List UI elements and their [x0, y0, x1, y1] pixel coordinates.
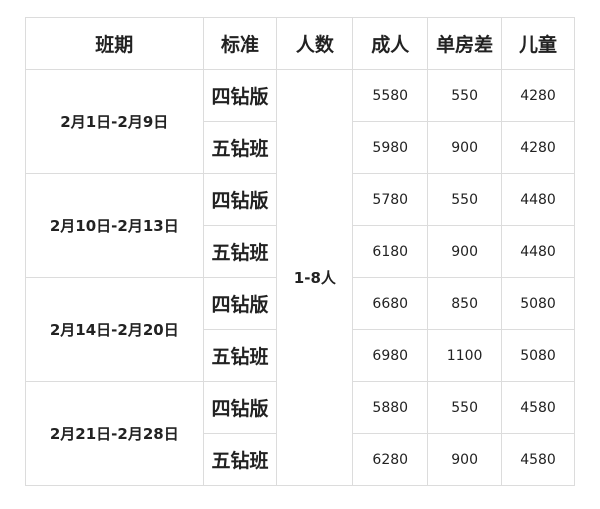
child-price-cell: 4580 [501, 433, 575, 486]
header-adult: 成人 [352, 17, 429, 70]
standard-cell: 五钻班 [202, 329, 278, 382]
standard-cell: 四钻版 [202, 173, 278, 226]
adult-price-cell: 5880 [352, 381, 429, 434]
single-supplement-cell: 550 [427, 173, 503, 226]
child-price-cell: 5080 [501, 329, 575, 382]
table-row: 五钻班 5980 900 4280 [26, 121, 575, 174]
standard-cell: 五钻班 [202, 225, 278, 278]
people-cell: 1-8人 [276, 69, 354, 486]
child-price-cell: 4480 [501, 225, 575, 278]
adult-price-cell: 6280 [352, 433, 429, 486]
child-price-cell: 4280 [501, 121, 575, 174]
standard-cell: 四钻版 [202, 277, 278, 330]
child-price-cell: 5080 [501, 277, 575, 330]
header-child: 儿童 [501, 17, 575, 70]
header-standard: 标准 [202, 17, 278, 70]
table-row: 五钻班 6280 900 4580 [26, 433, 575, 486]
single-supplement-cell: 850 [427, 277, 503, 330]
single-supplement-cell: 550 [427, 381, 503, 434]
standard-cell: 四钻版 [202, 69, 278, 122]
period-cell: 2月10日-2月13日 [25, 173, 204, 278]
child-price-cell: 4580 [501, 381, 575, 434]
adult-price-cell: 5980 [352, 121, 429, 174]
adult-price-cell: 6680 [352, 277, 429, 330]
header-people: 人数 [276, 17, 354, 70]
table-row: 五钻班 6980 1100 5080 [26, 329, 575, 382]
header-single-supplement: 单房差 [427, 17, 503, 70]
adult-price-cell: 5780 [352, 173, 429, 226]
standard-cell: 四钻版 [202, 381, 278, 434]
single-supplement-cell: 900 [427, 225, 503, 278]
table-row: 2月1日-2月9日 四钻版 1-8人 5580 550 4280 [25, 69, 575, 486]
child-price-cell: 4480 [501, 173, 575, 226]
period-cell: 2月14日-2月20日 [25, 277, 204, 382]
header-period: 班期 [25, 17, 204, 70]
child-price-cell: 4280 [501, 69, 575, 122]
table-row: 2月14日-2月20日 四钻版 6680 850 5080 [25, 277, 575, 382]
adult-price-cell: 6980 [352, 329, 429, 382]
header-row: 班期 标准 人数 成人 单房差 儿童 [25, 17, 575, 70]
single-supplement-cell: 550 [427, 69, 503, 122]
table-row: 2月21日-2月28日 四钻版 5880 550 4580 [25, 381, 575, 486]
price-table: 班期 标准 人数 成人 单房差 儿童 2月1日-2月9日 四钻版 1-8人 5580 5… [25, 17, 575, 486]
single-supplement-cell: 1100 [427, 329, 503, 382]
single-supplement-cell: 900 [427, 433, 503, 486]
table-row: 2月10日-2月13日 四钻版 5780 550 4480 [25, 173, 575, 278]
period-cell: 2月1日-2月9日 [25, 69, 204, 174]
table-row: 五钻班 6180 900 4480 [26, 225, 575, 278]
adult-price-cell: 5580 [352, 69, 429, 122]
single-supplement-cell: 900 [427, 121, 503, 174]
adult-price-cell: 6180 [352, 225, 429, 278]
standard-cell: 五钻班 [202, 433, 278, 486]
period-cell: 2月21日-2月28日 [25, 381, 204, 486]
standard-cell: 五钻班 [202, 121, 278, 174]
